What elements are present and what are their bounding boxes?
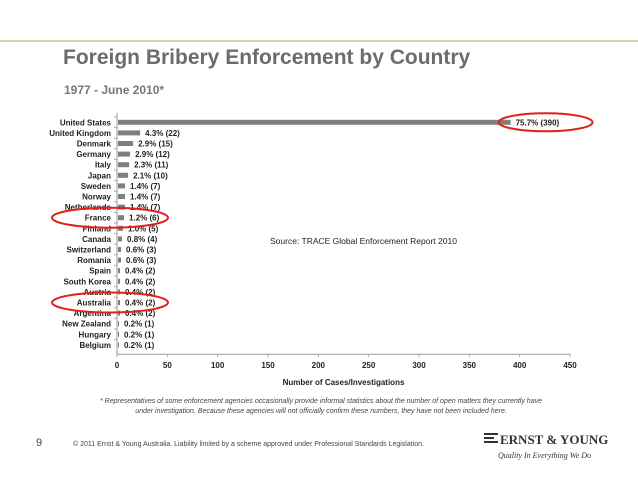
source-annotation: Source: TRACE Global Enforcement Report … — [270, 236, 457, 246]
data-label: 2.1% (10) — [133, 171, 168, 180]
x-axis-label: Number of Cases/Investigations — [283, 378, 405, 387]
category-label: Switzerland — [67, 246, 112, 255]
bar — [118, 331, 120, 337]
highlight-ellipse — [497, 112, 594, 133]
x-tick-label: 250 — [362, 361, 376, 370]
category-label: Italy — [95, 161, 112, 170]
footnote: * Representatives of some enforcement ag… — [99, 398, 542, 415]
data-label: 0.4% (2) — [125, 288, 156, 297]
category-label: Sweden — [81, 182, 111, 191]
x-tick-label: 300 — [412, 361, 426, 370]
bar — [118, 151, 131, 157]
category-label: Germany — [76, 150, 111, 159]
bar — [118, 300, 121, 305]
data-label: 0.2% (1) — [124, 330, 155, 339]
bar — [118, 247, 122, 252]
bar — [118, 162, 130, 168]
category-label: United States — [60, 118, 112, 127]
data-label: 0.4% (2) — [125, 267, 156, 276]
data-label: 0.6% (3) — [126, 256, 157, 265]
data-label: 0.6% (3) — [126, 246, 157, 255]
category-label: Spain — [89, 267, 111, 276]
category-label: Denmark — [77, 140, 112, 149]
highlight-ellipse — [51, 206, 169, 229]
data-label: 2.3% (11) — [134, 161, 169, 170]
category-label: Hungary — [79, 330, 112, 339]
bar — [118, 257, 122, 263]
category-label: Belgium — [79, 341, 111, 350]
x-tick-label: 0 — [115, 361, 120, 370]
data-label: 0.4% (2) — [125, 299, 156, 308]
data-label: 0.4% (2) — [125, 277, 156, 286]
bar — [118, 194, 126, 199]
bar — [118, 141, 134, 146]
bar — [118, 278, 121, 284]
x-tick-label: 100 — [211, 361, 225, 370]
category-label: Japan — [88, 171, 111, 180]
data-label: 4.3% (22) — [145, 129, 180, 138]
category-label: South Korea — [63, 277, 111, 286]
ey-logo: ERNST & YOUNG — [484, 432, 608, 448]
category-label: France — [85, 214, 112, 223]
page-subtitle: 1977 - June 2010* — [64, 83, 165, 97]
bar — [118, 172, 129, 178]
category-label: New Zealand — [62, 320, 111, 329]
category-label: Canada — [82, 235, 111, 244]
x-tick-label: 200 — [312, 361, 326, 370]
copyright-text: © 2011 Ernst & Young Australia. Liabilit… — [73, 441, 424, 448]
data-label: 0.8% (4) — [127, 235, 158, 244]
bar — [118, 236, 123, 242]
x-tick-label: 450 — [563, 361, 577, 370]
bar — [118, 321, 120, 327]
bar — [118, 215, 125, 221]
page-number: 9 — [36, 437, 43, 449]
x-tick-label: 400 — [513, 361, 527, 370]
ey-tagline: Quality In Everything We Do — [498, 451, 592, 460]
bar — [118, 183, 126, 189]
data-label: 0.2% (1) — [124, 341, 155, 350]
category-label: Finland — [83, 224, 112, 233]
category-label: Argentina — [74, 309, 112, 318]
page-title: Foreign Bribery Enforcement by Country — [63, 46, 471, 69]
data-label: 1.0% (5) — [128, 224, 159, 233]
data-label: 1.4% (7) — [130, 203, 161, 212]
category-label: Australia — [77, 299, 112, 308]
bar — [118, 130, 141, 136]
x-tick-label: 150 — [261, 361, 275, 370]
bar — [118, 342, 120, 348]
data-label: 0.4% (2) — [125, 309, 156, 318]
bar — [118, 119, 511, 125]
data-label: 2.9% (15) — [138, 140, 173, 149]
data-label: 75.7% (390) — [516, 118, 560, 127]
category-label: United Kingdom — [49, 129, 111, 138]
data-label: 1.4% (7) — [130, 182, 161, 191]
data-label: 0.2% (1) — [124, 320, 155, 329]
bar-chart: United States 75.7% (390) United Kingdom 4.… — [49, 112, 594, 387]
data-label: 1.2% (6) — [129, 214, 160, 223]
ey-logo-icon — [484, 432, 498, 448]
data-label: 1.4% (7) — [130, 193, 161, 202]
category-label: Norway — [82, 193, 111, 202]
title-divider — [0, 40, 638, 42]
ey-logo-text: ERNST & YOUNG — [500, 432, 609, 447]
data-label: 2.9% (12) — [135, 150, 170, 159]
highlight-ellipse — [51, 291, 169, 314]
x-tick-label: 350 — [463, 361, 477, 370]
x-tick-label: 50 — [163, 361, 172, 370]
category-label: Romania — [77, 256, 111, 265]
bar — [118, 268, 121, 274]
